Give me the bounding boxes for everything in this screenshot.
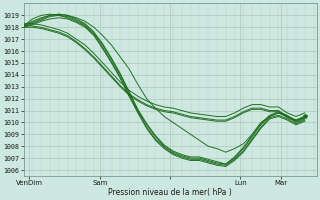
X-axis label: Pression niveau de la mer( hPa ): Pression niveau de la mer( hPa ) <box>108 188 232 197</box>
